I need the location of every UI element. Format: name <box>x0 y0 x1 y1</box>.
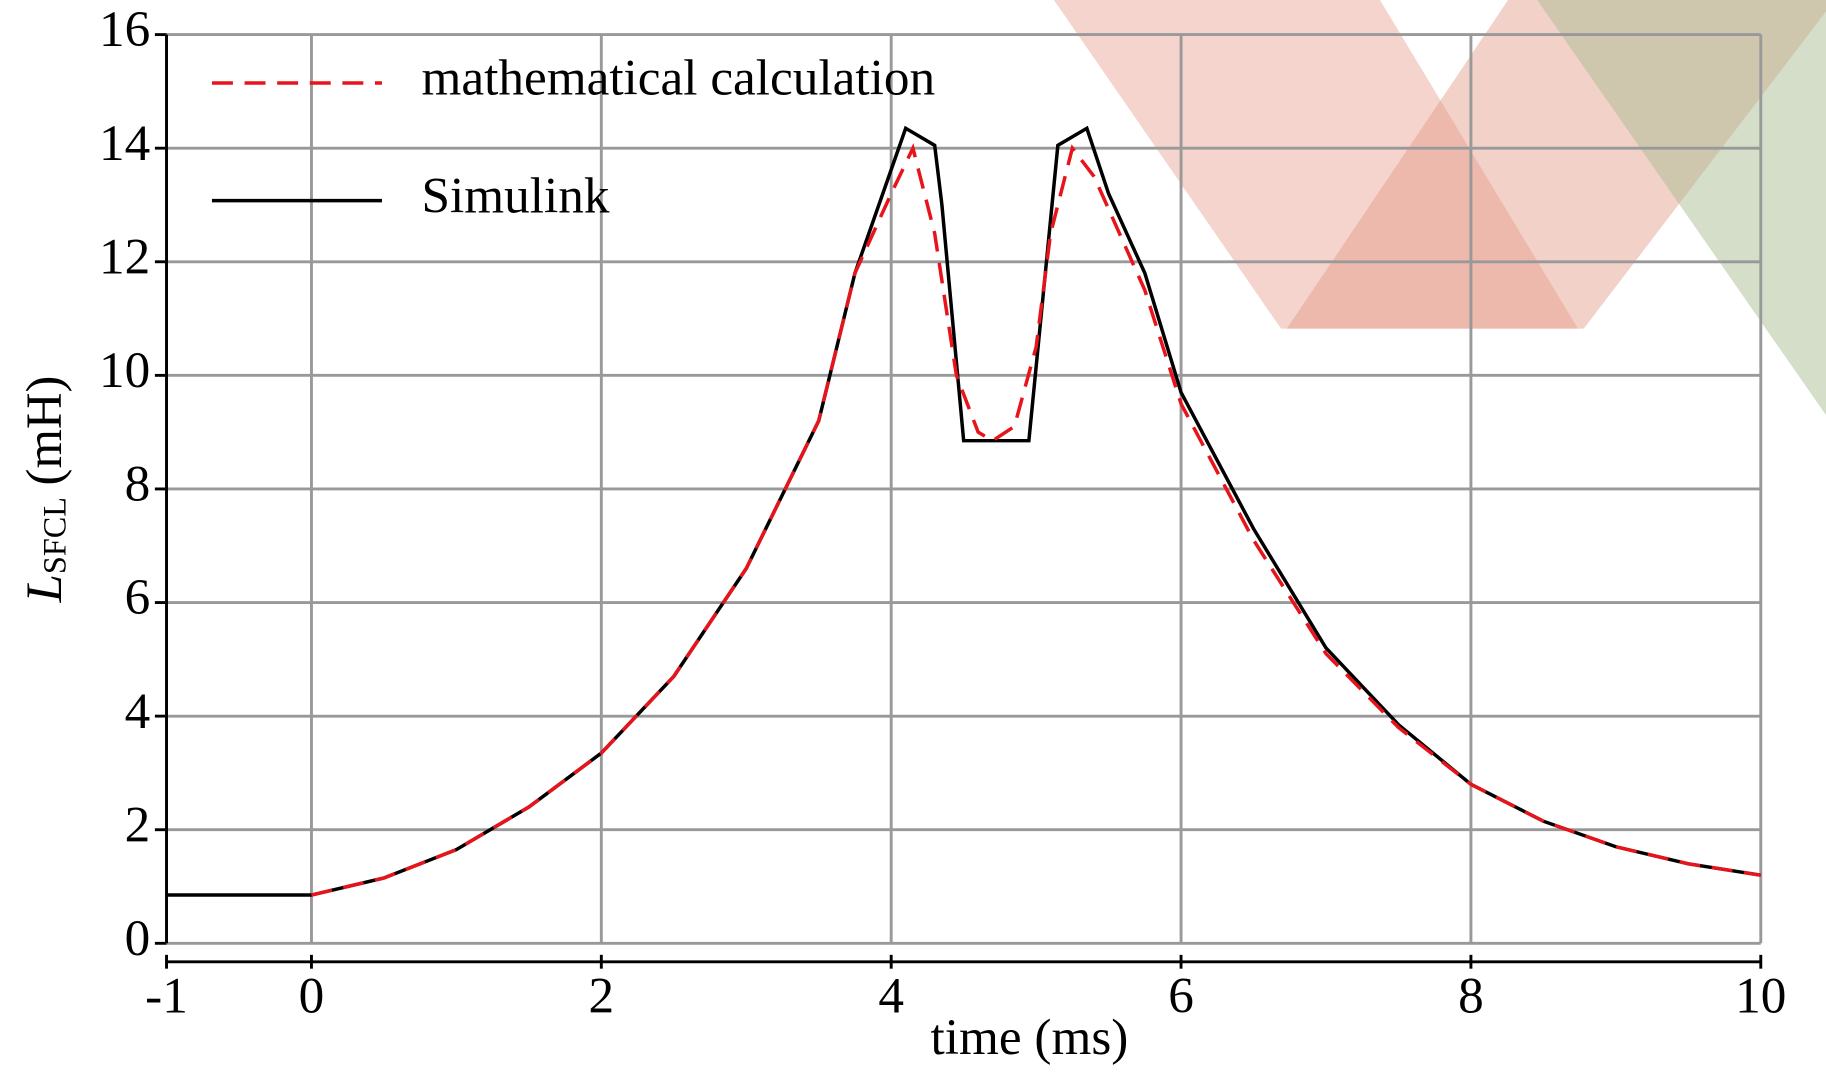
line-series <box>166 125 1762 897</box>
y-tick-label: 2 <box>125 798 151 854</box>
y-tick-label: 14 <box>99 116 150 172</box>
x-tick-label: 10 <box>1735 969 1786 1025</box>
x-tick-label: -1 <box>145 969 188 1025</box>
y-label-main: L <box>16 574 72 603</box>
y-label-subscript: SFCL <box>38 497 74 574</box>
decoration <box>1053 0 1826 416</box>
decor-shape <box>1053 0 1578 329</box>
x-tick-label: 6 <box>1168 969 1194 1025</box>
line-series <box>311 143 1762 897</box>
legend-label: Simulink <box>422 169 610 225</box>
y-tick-label: 8 <box>125 457 151 513</box>
y-label-unit: (mH) <box>16 376 72 486</box>
x-tick-label: 0 <box>299 969 325 1025</box>
y-tick-label: 10 <box>99 343 150 399</box>
y-tick-label: 4 <box>125 684 151 740</box>
legend-label: mathematical calculation <box>422 51 936 107</box>
y-tick-label: 12 <box>99 230 150 286</box>
y-axis-label: LSFCL (mH) <box>16 376 73 604</box>
y-tick-label: 6 <box>125 570 151 626</box>
y-tick-label: 0 <box>125 911 151 967</box>
y-tick-label: 16 <box>99 2 150 58</box>
x-tick-label: 2 <box>589 969 615 1025</box>
decor-shape <box>1537 0 1826 416</box>
x-tick-label: 4 <box>878 969 904 1025</box>
x-axis-label: time (ms) <box>931 1010 1129 1066</box>
x-tick-label: 8 <box>1458 969 1484 1025</box>
